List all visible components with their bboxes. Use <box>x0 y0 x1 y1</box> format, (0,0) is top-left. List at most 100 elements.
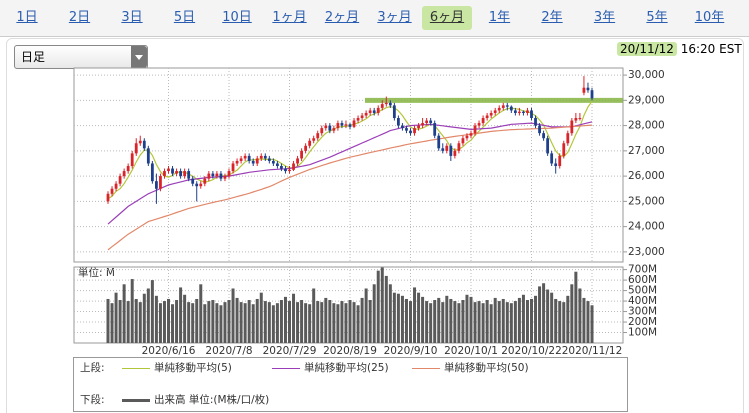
candle-body <box>336 123 340 129</box>
volume-bar <box>429 303 433 343</box>
volume-bar <box>404 298 408 343</box>
candle-body <box>513 110 517 113</box>
dropdown-arrow[interactable] <box>131 46 147 68</box>
period-tab[interactable]: 1日 <box>16 10 38 25</box>
x-tick-label: 2020/6/16 <box>142 345 196 357</box>
y-tick-label: 24,000 <box>628 221 665 233</box>
volume-bar <box>110 303 114 343</box>
volume-bar <box>566 295 570 343</box>
candle-body <box>401 125 404 129</box>
volume-bar <box>175 300 179 343</box>
candle-body <box>461 138 465 144</box>
candle-body <box>505 105 509 107</box>
legend-text: 単純移動平均(25) <box>304 362 389 374</box>
chart-frame <box>6 38 744 413</box>
volume-bar <box>191 303 195 343</box>
candle-body <box>558 155 562 167</box>
volume-bar <box>400 295 404 343</box>
volume-bar <box>138 302 142 343</box>
volume-bar <box>550 292 554 343</box>
volume-bar <box>300 300 304 343</box>
candle-body <box>215 173 219 177</box>
volume-bar <box>199 284 203 343</box>
period-tab[interactable]: 1ヶ月 <box>272 10 307 25</box>
candle-body <box>417 125 420 129</box>
candle-body <box>392 105 396 119</box>
volume-bar <box>590 305 594 343</box>
period-tab[interactable]: 3ヶ月 <box>377 10 412 25</box>
candle-body <box>259 155 263 159</box>
volume-bar <box>275 303 279 343</box>
volume-bar <box>396 293 400 343</box>
candle-body <box>328 125 332 131</box>
candle-body <box>179 171 182 177</box>
volume-bar <box>477 301 481 343</box>
candle-body <box>288 169 291 172</box>
y-tick-label: 100M <box>628 327 657 339</box>
x-tick-label: 2020/7/29 <box>263 345 317 357</box>
volume-bar <box>376 270 380 343</box>
volume-bar <box>517 297 521 343</box>
candle-body <box>554 163 558 167</box>
volume-bar <box>372 284 376 343</box>
candle-body <box>433 123 437 136</box>
candle-body <box>465 135 469 139</box>
candle-body <box>150 163 154 182</box>
x-tick-label: 2020/7/8 <box>205 345 252 357</box>
volume-bar <box>134 298 138 343</box>
candle-body <box>526 110 529 113</box>
candle-body <box>171 168 174 174</box>
period-tab[interactable]: 6ヶ月 <box>422 6 472 30</box>
candle-body <box>223 176 227 179</box>
volume-bar <box>513 301 517 343</box>
volume-bar <box>154 295 158 343</box>
period-tab[interactable]: 2年 <box>541 10 563 25</box>
candle-body <box>114 183 118 189</box>
x-tick-label: 2020/8/19 <box>323 345 377 357</box>
period-tab[interactable]: 3日 <box>121 10 143 25</box>
volume-bar <box>183 294 187 343</box>
period-tab[interactable]: 5年 <box>646 10 668 25</box>
x-tick-label: 2020/10/22 <box>501 345 562 357</box>
candle-body <box>376 107 380 113</box>
candle-body <box>138 140 142 144</box>
volume-bar <box>352 302 356 343</box>
volume-bar <box>162 301 166 343</box>
period-tab[interactable]: 5日 <box>173 10 196 25</box>
candle-body <box>211 173 215 177</box>
period-dropdown[interactable]: 日足 <box>14 45 148 69</box>
volume-bar <box>211 300 215 343</box>
candle-body <box>425 120 429 124</box>
volume-bar <box>279 300 283 343</box>
volume-bar <box>364 288 368 343</box>
candle-body <box>356 118 360 121</box>
volume-bar <box>380 267 384 343</box>
candle-body <box>118 176 122 184</box>
period-tab[interactable]: 3年 <box>593 10 616 25</box>
period-tab[interactable]: 10日 <box>222 10 252 25</box>
period-tab[interactable]: 2ヶ月 <box>324 10 360 25</box>
candle-body <box>550 153 554 164</box>
volume-bar <box>324 297 328 343</box>
legend-swatch <box>412 367 440 369</box>
period-tab[interactable]: 10年 <box>694 10 725 25</box>
volume-bar <box>570 284 574 343</box>
volume-bar <box>167 298 170 343</box>
volume-bar <box>207 301 211 343</box>
volume-bar <box>171 304 175 343</box>
candle-body <box>574 118 578 121</box>
candle-body <box>324 125 328 129</box>
candle-body <box>199 183 203 187</box>
candle-body <box>518 111 521 113</box>
volume-bar <box>485 300 489 343</box>
period-tab[interactable]: 1年 <box>488 10 511 25</box>
candle-body <box>562 143 566 156</box>
volume-bar <box>554 298 558 343</box>
volume-bar <box>146 288 150 343</box>
candle-body <box>267 158 271 161</box>
volume-bar <box>336 304 340 343</box>
candle-body <box>142 140 146 149</box>
period-tab[interactable]: 2日 <box>68 10 91 25</box>
candle-body <box>413 128 416 134</box>
